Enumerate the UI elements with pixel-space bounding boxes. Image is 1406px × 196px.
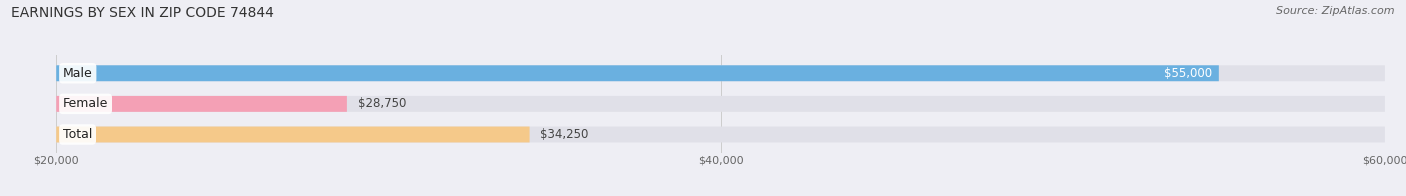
Text: Source: ZipAtlas.com: Source: ZipAtlas.com (1277, 6, 1395, 16)
FancyBboxPatch shape (56, 96, 347, 112)
FancyBboxPatch shape (56, 96, 1385, 112)
Text: EARNINGS BY SEX IN ZIP CODE 74844: EARNINGS BY SEX IN ZIP CODE 74844 (11, 6, 274, 20)
FancyBboxPatch shape (56, 127, 1385, 142)
FancyBboxPatch shape (56, 65, 1219, 81)
Text: $55,000: $55,000 (1164, 67, 1212, 80)
Text: Total: Total (63, 128, 93, 141)
Text: Female: Female (63, 97, 108, 110)
Text: Male: Male (63, 67, 93, 80)
Text: $34,250: $34,250 (540, 128, 589, 141)
Text: $28,750: $28,750 (357, 97, 406, 110)
FancyBboxPatch shape (56, 65, 1385, 81)
FancyBboxPatch shape (56, 127, 530, 142)
